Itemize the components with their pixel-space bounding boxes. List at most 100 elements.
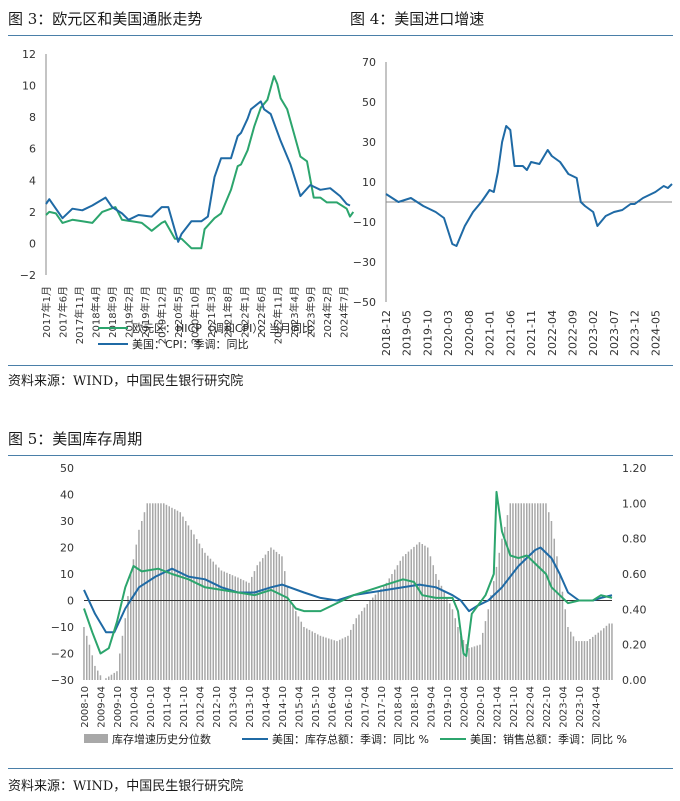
fig5-bar [482, 632, 484, 680]
fig4-y-tick-label: −10 [353, 216, 376, 229]
fig3-y-tick-label: 4 [29, 174, 36, 187]
fig5-x-tick-label: 2010-10 [146, 686, 157, 728]
fig5-bar [570, 631, 572, 680]
fig5-bar [253, 571, 256, 680]
fig4-x-tick-label: 2020-08 [463, 310, 476, 356]
fig5-bar [264, 554, 267, 680]
fig5-bar [572, 636, 575, 680]
fig5-bar [545, 503, 547, 680]
fig5-x-tick-label: 2013-04 [229, 686, 240, 728]
fig5-bar [465, 644, 468, 680]
fig5-bar [124, 618, 127, 680]
fig3-y-tick-label: 12 [22, 48, 36, 61]
fig5-bar [306, 628, 308, 680]
fig5-x-tick-label: 2013-10 [245, 686, 256, 728]
fig4-y-tick-label: −50 [353, 296, 376, 309]
fig5-bar [267, 551, 270, 680]
fig5-bar [416, 544, 418, 680]
fig5-bar [88, 644, 91, 680]
fig5-bar [410, 549, 413, 680]
fig5-bar [234, 576, 237, 680]
fig5-bar [476, 645, 479, 680]
fig3-x-tick-label: 2023年4月 [288, 286, 301, 338]
fig3-y-tick-label: 8 [29, 111, 36, 124]
fig5-x-tick-label: 2008-10 [80, 686, 91, 728]
fig5-bar [286, 585, 289, 680]
fig5-bar [586, 641, 589, 680]
fig5-bar [495, 566, 498, 680]
fig5-right-y-tick-label: 0.80 [622, 533, 647, 546]
fig5-x-tick-label: 2014-04 [262, 686, 273, 728]
fig5-x-tick-label: 2014-10 [278, 686, 289, 728]
fig3-x-tick-label: 2019年12月 [156, 286, 169, 344]
fig5-source: 资料来源：WIND，中国民生银行研究院 [8, 779, 244, 794]
fig5-bar [132, 559, 135, 680]
fig5-bar [583, 641, 586, 680]
fig3-source: 资料来源：WIND，中国民生银行研究院 [8, 374, 244, 389]
fig5-bar [539, 503, 542, 680]
fig5-bar [366, 604, 369, 680]
fig3-series-line-blue [45, 100, 351, 243]
fig5-bar [600, 630, 602, 680]
fig5-bar [322, 636, 325, 680]
fig3-y-tick-label: 2 [29, 206, 36, 219]
fig5-bar [454, 618, 457, 680]
fig4-x-tick-label: 2019-10 [421, 310, 434, 356]
fig5-bar [341, 638, 344, 680]
fig5-bar [564, 609, 567, 680]
fig5-right-y-tick-label: 1.00 [622, 497, 647, 510]
fig5-bar [297, 616, 300, 680]
fig5-bar [594, 634, 597, 680]
fig5-bar [498, 552, 501, 680]
fig4-x-tick-label: 2024-05 [649, 310, 662, 356]
fig4-title: 图 4：美国进口增速 [350, 10, 485, 28]
fig5-bar [256, 565, 259, 680]
fig4-y-tick-label: 70 [362, 56, 376, 69]
fig4-y-tick-label: 30 [362, 136, 376, 149]
fig5-bar [372, 597, 374, 680]
fig5-bar [300, 621, 303, 680]
fig5-bar [154, 503, 157, 680]
fig5-legend-label: 美国：库存总额：季调：同比 % [272, 732, 429, 746]
fig5-bar [429, 556, 432, 680]
fig5-x-tick-label: 2017-04 [361, 686, 372, 728]
fig5-bar [242, 580, 245, 680]
fig3-title: 图 3：欧元区和美国通胀走势 [8, 10, 203, 28]
fig5-bar [198, 543, 201, 680]
fig5-bar [347, 635, 349, 680]
fig5-bar [578, 641, 580, 680]
fig3-legend-label: 欧元区：HICP（调和CPI）：当月同比 [132, 321, 313, 335]
fig5-bar [413, 546, 415, 680]
fig5-bar [575, 641, 578, 680]
fig5-bar [339, 639, 341, 680]
fig5-left-y-tick-label: −30 [51, 674, 74, 687]
fig5-series-line-blue [83, 546, 613, 634]
fig5-bar [325, 637, 327, 680]
fig5-bar [273, 549, 275, 680]
fig4-x-tick-label: 2019-05 [401, 310, 414, 356]
fig5-x-tick-label: 2012-10 [212, 686, 223, 728]
fig5-bar [589, 639, 591, 680]
fig5-bar [119, 653, 121, 680]
fig5-bar [369, 600, 371, 680]
fig5-left-y-tick-label: −10 [51, 621, 74, 634]
fig5-x-tick-label: 2009-04 [97, 686, 108, 728]
fig5-bar [314, 632, 316, 680]
fig5-bar [328, 638, 330, 680]
fig5-bar [83, 627, 85, 680]
fig5-legend-swatch-gray [84, 734, 108, 743]
fig5-bar [116, 671, 118, 680]
fig5-bar [446, 597, 448, 680]
fig3-legend-label: 美国：CPI：季调：同比 [132, 338, 249, 351]
fig5-bar [130, 574, 132, 680]
fig3-y-tick-label: 10 [22, 80, 36, 93]
fig5-bar [259, 561, 261, 680]
fig5-bar [512, 503, 514, 680]
fig5-bar [421, 544, 424, 680]
fig5-bar [523, 503, 525, 680]
fig5-bar [484, 621, 487, 680]
fig4-y-tick-label: −30 [353, 256, 376, 269]
